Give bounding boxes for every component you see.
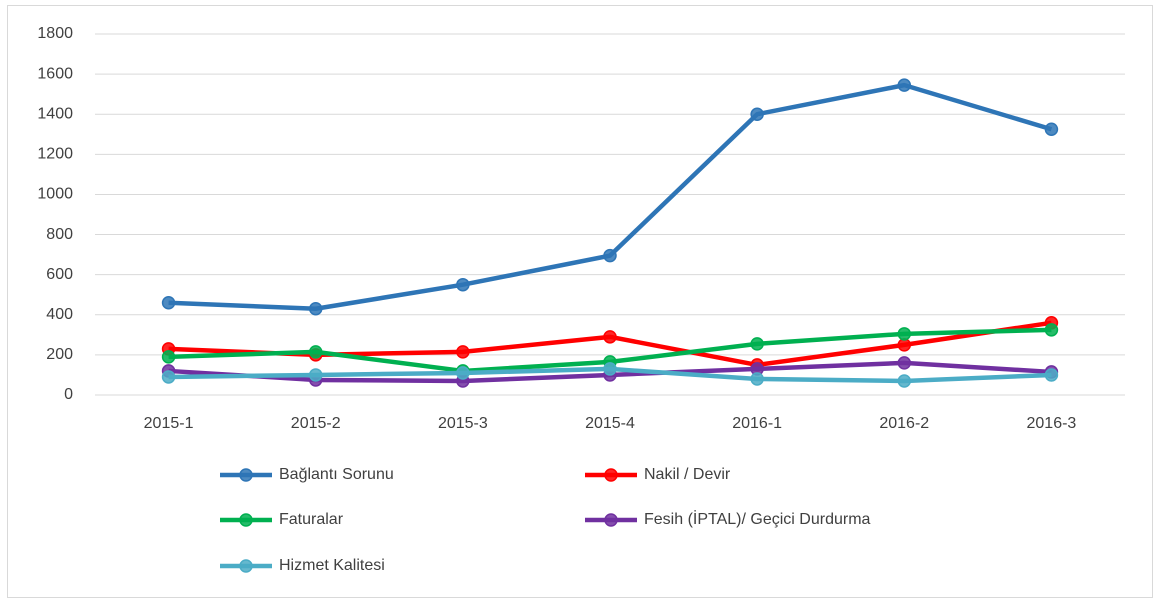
legend-label: Bağlantı Sorunu [279,466,394,483]
x-tick-label: 2016-3 [1027,415,1077,432]
data-point [603,248,617,263]
data-point [897,356,912,370]
x-tick-label: 2016-2 [879,415,929,432]
legend-marker [239,468,253,482]
legend-label: Nakil / Devir [644,466,731,483]
data-point [161,350,176,364]
x-tick-label: 2015-4 [585,415,635,432]
data-point [750,337,764,351]
y-tick-label: 200 [46,346,73,363]
y-tick-label: 400 [46,306,73,323]
y-tick-label: 1400 [37,105,73,122]
x-tick-label: 2015-1 [144,415,194,432]
legend-label: Faturalar [279,511,344,528]
x-tick-label: 2015-2 [291,415,341,432]
legend-marker [239,559,253,573]
data-point [456,366,470,380]
data-point [603,330,617,344]
data-point [308,368,323,382]
y-tick-label: 0 [64,386,73,403]
data-point [897,338,912,352]
legend-label: Hizmet Kalitesi [279,557,385,574]
legend-marker [239,513,253,527]
y-tick-label: 1200 [37,146,73,163]
y-tick-label: 600 [46,266,73,283]
legend-label: Fesih (İPTAL)/ Geçici Durdurma [644,509,871,528]
data-point [308,302,323,316]
data-point [1044,323,1059,337]
data-point [750,107,764,121]
data-point [603,362,617,376]
data-point [161,370,176,384]
y-tick-label: 1000 [37,186,73,203]
data-point [750,372,764,386]
legend-marker [604,468,618,482]
data-point [1044,368,1059,382]
data-point [308,345,323,359]
data-point [897,327,912,341]
x-tick-label: 2015-3 [438,415,488,432]
data-point [456,345,470,359]
data-point [161,295,176,310]
data-point [1044,122,1059,137]
data-point [897,374,912,388]
y-tick-label: 1600 [37,65,73,82]
x-tick-label: 2016-1 [732,415,782,432]
y-tick-label: 800 [46,226,73,243]
data-point [897,78,912,92]
y-tick-label: 1800 [37,25,73,42]
data-point [456,277,470,292]
legend-marker [604,513,618,527]
